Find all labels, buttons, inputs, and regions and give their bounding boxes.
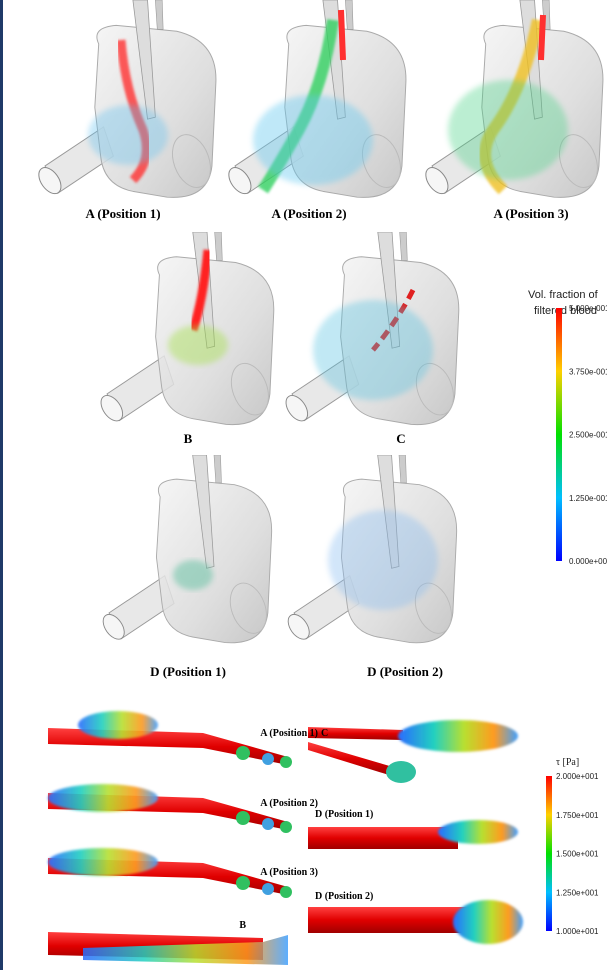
panel-label: A (Position 2) (271, 206, 346, 221)
colorbar-tick-label: 5.000e-001 (569, 304, 607, 313)
panel-label: B (239, 920, 246, 931)
panel-label: C (396, 431, 405, 446)
colorbar-tick-label: 1.250e+001 (556, 888, 599, 897)
colorbar-top: Vol. fraction of filtered blood 5.000e-0… (528, 289, 607, 566)
figure-canvas: A (Position 1) A (Position 2) A (Positio… (3, 0, 607, 970)
panel-label: A (Position 3) (260, 867, 318, 878)
figure: A (Position 1) A (Position 2) A (Positio… (0, 0, 607, 970)
wall-stress (262, 883, 274, 895)
colorbar-tick-label: 1.250e-001 (569, 494, 607, 503)
wall-stress (398, 720, 518, 752)
panel-label: A (Position 1) (85, 206, 160, 221)
wall-stress (453, 900, 523, 944)
panel-label: B (184, 431, 193, 446)
panel-label: D (Position 1) (150, 664, 226, 679)
wall-stress (262, 818, 274, 830)
wall-stress (236, 746, 250, 760)
panel-label: A (Position 3) (493, 206, 568, 221)
panel-label: D (Position 2) (315, 891, 373, 902)
wall-stress (236, 811, 250, 825)
colorbar-title: Vol. fraction of (528, 289, 599, 301)
colorbar-tick-label: 0.000e+000 (569, 557, 607, 566)
colorbar (556, 308, 562, 561)
cannula (308, 907, 473, 933)
reservoir (99, 455, 273, 643)
wall-stress (78, 711, 158, 739)
wall-stress (48, 848, 158, 876)
cannula-panels (48, 711, 523, 965)
panel-label: A (Position 2) (260, 798, 318, 809)
flow-cloud (328, 510, 438, 610)
colorbar-tick-label: 1.000e+001 (556, 927, 599, 936)
colorbar-title: τ [Pa] (556, 757, 579, 768)
panel-label: D (Position 1) (315, 809, 373, 820)
colorbar (546, 776, 552, 931)
wall-stress (438, 820, 518, 844)
wall-stress (386, 761, 416, 783)
wall-stress (48, 784, 158, 812)
cannula (48, 728, 288, 765)
wall-stress (280, 886, 292, 898)
flow-cloud (173, 560, 213, 590)
wall-stress (236, 876, 250, 890)
flow-cloud (88, 105, 168, 165)
reservoir (34, 0, 217, 198)
flow-streak (541, 15, 543, 60)
flow-cloud (313, 300, 433, 400)
wall-stress (262, 753, 274, 765)
flow-cloud (253, 95, 373, 185)
flow-streak (341, 10, 343, 60)
colorbar-tick-label: 1.500e+001 (556, 850, 599, 859)
cannula (308, 827, 458, 849)
reservoir-panels (34, 0, 604, 643)
flow-cloud (448, 80, 568, 180)
colorbar-tick-label: 1.750e+001 (556, 811, 599, 820)
panel-label: D (Position 2) (367, 664, 443, 679)
panel-label: C (321, 728, 328, 739)
flow-cloud (168, 325, 228, 365)
colorbar-tick-label: 2.500e-001 (569, 431, 607, 440)
panel-label: A (Position 1) (260, 728, 318, 739)
colorbar-bottom: τ [Pa] 2.000e+001 1.750e+001 1.500e+001 1.2… (546, 757, 599, 936)
wall-stress (280, 756, 292, 768)
wall-stress (280, 821, 292, 833)
colorbar-tick-label: 3.750e-001 (569, 367, 607, 376)
cannula (308, 742, 393, 775)
colorbar-tick-label: 2.000e+001 (556, 772, 599, 781)
